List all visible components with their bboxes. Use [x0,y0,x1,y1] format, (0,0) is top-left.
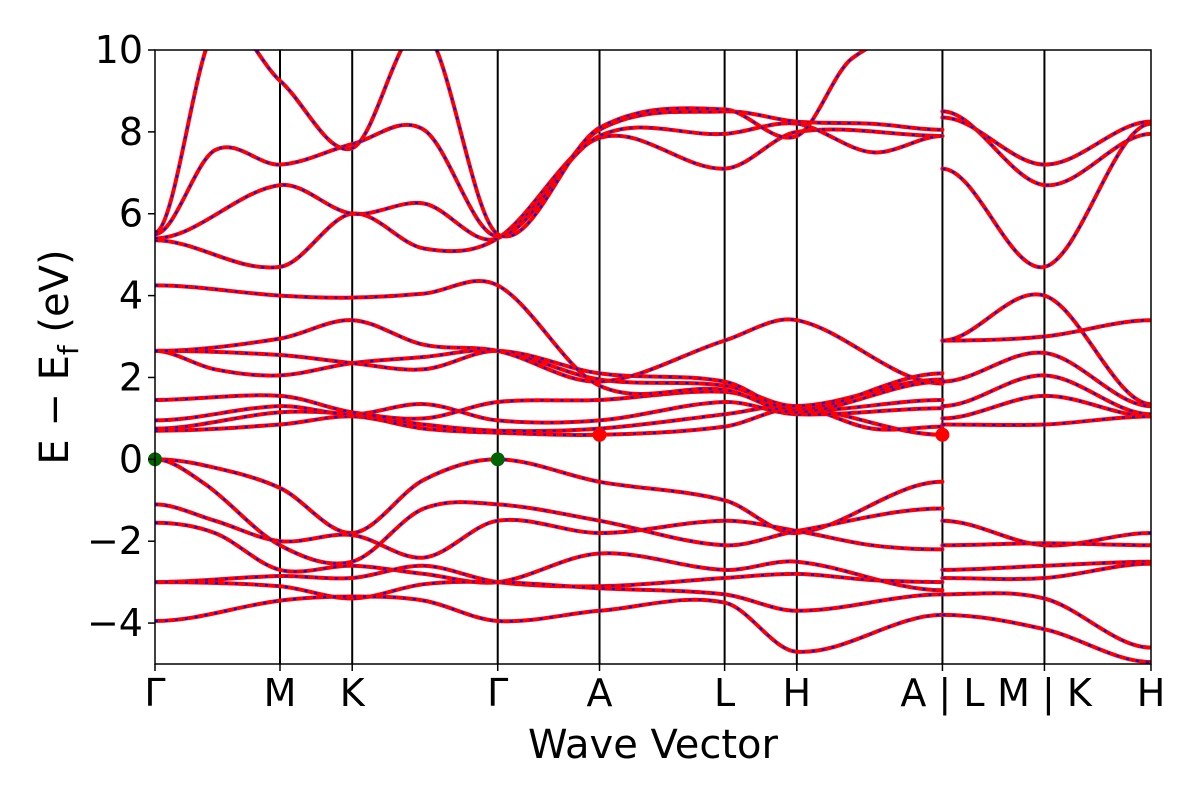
x-axis-title: Wave Vector [528,722,779,768]
y-tick-label-2: 0 [119,437,143,481]
band-13-dashed [155,318,943,385]
cbm-marker-0 [592,427,607,442]
band-22-dashed [942,319,1151,342]
band-6-dashed [155,595,943,653]
band-5-dashed [155,580,943,612]
band-29-dashed [942,542,1151,547]
y-tick-label-7: 10 [95,28,143,72]
x-tick-label-6: H [783,671,812,715]
band-1-dashed [155,458,943,565]
x-tick-label-9: H [1137,671,1166,715]
plot-frame [154,49,1152,665]
extrema-markers [148,427,950,467]
cbm-marker-1 [935,427,950,442]
x-tick-label-8: M | K [997,671,1093,716]
y-tick-label-4: 4 [119,274,143,318]
band-27-dashed [942,415,1151,427]
band-20-solid [940,115,1151,167]
y-axis-ticks: −4 −2 0 2 4 6 8 10 [87,28,155,645]
y-axis-title-unit: (eV) [32,249,78,345]
vbm-marker-1 [490,452,505,467]
y-axis-title-main: E − E [32,355,78,465]
band-14-dashed [155,280,943,414]
y-tick-label-0: −4 [87,601,143,645]
band-32-dashed [942,592,1151,649]
band-19-dashed [942,110,1151,187]
band-28-dashed [942,519,1151,547]
y-tick-label-3: 2 [119,355,143,399]
y-tick-label-5: 6 [119,192,143,236]
y-axis-title: E − Ef (eV) [32,249,85,464]
x-tick-label-4: A [587,671,613,715]
band-12-solid [155,348,945,413]
band-25-solid [940,373,1151,417]
band-31-dashed [942,562,1151,581]
y-tick-label-6: 8 [119,110,143,154]
band-2-solid [155,502,945,560]
band-lines [155,50,1151,664]
band-33-dashed [942,613,1151,663]
x-tick-label-0: Γ [144,671,165,715]
band-26-dashed [942,394,1151,420]
band-17-dashed [155,110,943,238]
x-tick-label-3: Γ [487,671,508,715]
band-24-solid [940,350,1151,409]
band-18-solid [155,50,869,239]
y-tick-label-1: −2 [87,519,143,563]
x-tick-label-2: K [340,671,366,715]
y-axis-title-subscript: f [52,344,85,355]
x-tick-label-1: M [264,671,297,715]
x-tick-label-7: A | L [900,671,984,716]
band-30-dashed [942,560,1151,571]
band-23-dashed [942,293,1151,406]
band-21-dashed [942,122,1151,268]
kpoint-divider-lines [278,50,1046,664]
x-tick-label-5: L [714,671,735,715]
band-4-dashed [155,564,943,588]
